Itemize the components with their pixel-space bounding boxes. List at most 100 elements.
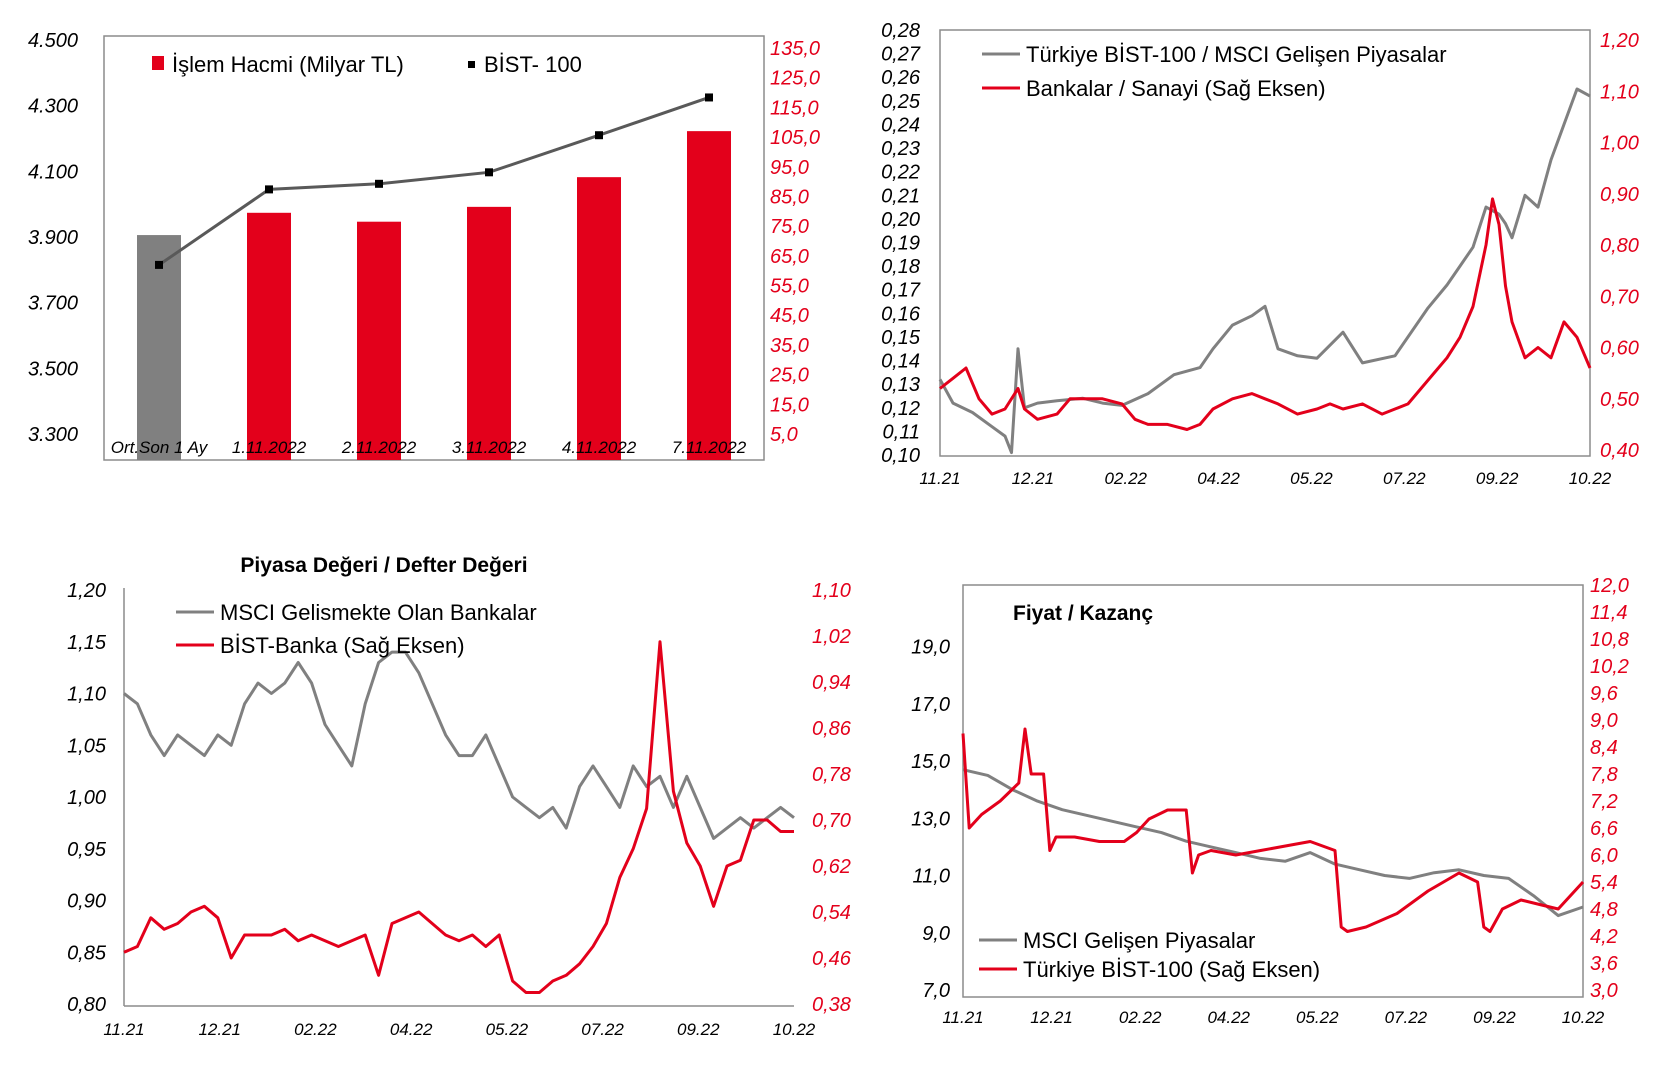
y2-tick-label: 7,8	[1590, 764, 1618, 786]
y2-tick-label: 3,6	[1590, 953, 1619, 975]
chart-pe-ratio: Fiyat / Kazanç 19,0 17,0 15,0 13,0 11,0 9,0 7,…	[911, 575, 1629, 1027]
line-marker	[485, 168, 493, 177]
line-marker	[155, 260, 163, 269]
y-tick-label: 0,12	[881, 398, 920, 420]
x-tick-label: 11.21	[103, 1020, 144, 1039]
y-tick-label: 0,23	[881, 138, 920, 160]
y2-tick-label: 0,60	[1600, 338, 1639, 360]
y-tick-label: 15,0	[911, 751, 950, 773]
y2-tick-label: 1,10	[1600, 81, 1639, 103]
legend-label-red: Bankalar / Sanayi (Sağ Eksen)	[1026, 76, 1326, 101]
y2-tick-label: 0,70	[1600, 286, 1639, 308]
y2-tick-label: 0,70	[812, 810, 851, 832]
x-tick-label: 2.11.2022	[341, 438, 417, 457]
y-tick-label: 1,15	[67, 632, 107, 654]
y2-tick-label: 9,0	[1590, 710, 1618, 732]
x-tick-label: 4.11.2022	[562, 438, 637, 457]
bar	[357, 221, 401, 460]
x-tick-label: 1.11.2022	[232, 438, 307, 457]
y2-tick-label: 95,0	[770, 157, 809, 179]
x-tick-label: 10.22	[1569, 469, 1612, 488]
bars-group	[137, 131, 731, 460]
y-tick-label: 0,15	[881, 327, 921, 349]
y-tick-label: 11,0	[913, 866, 950, 888]
y-tick-label: 0,11	[883, 421, 920, 443]
y-tick-label: 1,10	[67, 684, 106, 706]
y2-tick-label: 5,0	[770, 424, 798, 446]
legend-label-bist: BİST- 100	[484, 52, 582, 77]
y2-tick-label: 115,0	[770, 97, 819, 119]
y-tick-label: 9,0	[922, 923, 950, 945]
x-tick-label: 07.22	[1383, 469, 1426, 488]
x-tick-label: 11.21	[942, 1008, 983, 1027]
y2-tick-label: 0,86	[812, 718, 852, 740]
x-tick-label: 12.21	[198, 1020, 241, 1039]
y-tick-label: 4.100	[28, 161, 78, 183]
y-tick-label: 3.900	[28, 227, 78, 249]
y2-tick-label: 35,0	[770, 335, 809, 357]
x-tick-label: 3.11.2022	[452, 438, 527, 457]
y-tick-label: 19,0	[911, 637, 950, 659]
y2-tick-label: 55,0	[770, 276, 809, 298]
y-tick-label: 1,20	[67, 580, 106, 602]
y-tick-label: 1,00	[67, 787, 106, 809]
x-tick-label: 7.11.2022	[672, 438, 747, 457]
chart-relative-performance: 0,280,270,260,250,240,230,220,210,200,19…	[881, 20, 1639, 488]
plot-area	[124, 588, 794, 1006]
y-tick-label: 0,25	[881, 91, 921, 113]
plot-area	[939, 29, 1591, 457]
y2-tick-label: 45,0	[770, 305, 809, 327]
x-tick-label: 12.21	[1030, 1008, 1073, 1027]
y-tick-label: 0,24	[881, 114, 920, 136]
y-tick-label: 3.300	[28, 424, 78, 446]
line-group	[155, 93, 713, 269]
legend: MSCI Gelişen Piyasalar Türkiye BİST-100 …	[979, 928, 1320, 982]
x-tick-label: 09.22	[1476, 469, 1519, 488]
y2-tick-label: 0,94	[812, 672, 851, 694]
y2-tick-label: 4,2	[1590, 926, 1618, 948]
y2-tick-label: 8,4	[1590, 737, 1618, 759]
y-tick-label: 7,0	[922, 980, 950, 1002]
x-axis: 11.21 12.21 02.22 04.22 05.22 07.22 09.22 10.22	[103, 1020, 815, 1039]
y-tick-label: 4.500	[28, 30, 78, 52]
y-axis-right: 12,0 11,4 10,8 10,2 9,6 9,0 8,4 7,8 7,2 6,6 6,0 5,4…	[1590, 575, 1629, 1002]
y-tick-label: 0,90	[67, 891, 106, 913]
y2-tick-label: 3,0	[1590, 980, 1618, 1002]
x-axis: 11.21 12.21 02.22 04.22 05.22 07.22 09.22 10.22	[919, 469, 1611, 488]
y-axis-left: 1,20 1,15 1,10 1,05 1,00 0,95 0,90 0,85 0,80	[67, 580, 107, 1016]
x-tick-label: 11.21	[919, 469, 960, 488]
y-tick-label: 0,20	[881, 209, 920, 231]
y-axis-left: 4.500 4.300 4.100 3.900 3.700 3.500 3.300	[28, 30, 78, 446]
chart-title: Piyasa Değeri / Defter Değeri	[240, 554, 527, 577]
series-group	[961, 727, 1585, 933]
y2-tick-label: 9,6	[1590, 683, 1619, 705]
y2-tick-label: 7,2	[1590, 791, 1618, 813]
y2-tick-label: 0,78	[812, 764, 851, 786]
x-tick-label: 04.22	[1207, 1008, 1250, 1027]
y-tick-label: 0,14	[881, 351, 920, 373]
y2-tick-label: 1,00	[1600, 133, 1639, 155]
x-tick-label: 04.22	[390, 1020, 433, 1039]
y2-tick-label: 15,0	[770, 394, 809, 416]
series-line-red	[961, 727, 1585, 933]
y-tick-label: 0,19	[881, 233, 920, 255]
y-tick-label: 0,16	[881, 303, 921, 325]
y-tick-label: 0,17	[881, 280, 921, 302]
x-tick-label: 09.22	[677, 1020, 720, 1039]
chart-volume-bist100: 4.500 4.300 4.100 3.900 3.700 3.500 3.300 135,…	[28, 30, 820, 461]
plot-area	[962, 584, 1584, 998]
y-tick-label: 1,05	[67, 735, 107, 757]
y2-tick-label: 10,2	[1590, 656, 1629, 678]
x-tick-label: 09.22	[1473, 1008, 1516, 1027]
y2-tick-label: 65,0	[770, 246, 809, 268]
y2-tick-label: 1,10	[812, 580, 851, 602]
y-axis-left: 19,0 17,0 15,0 13,0 11,0 9,0 7,0	[911, 637, 950, 1002]
series-group	[123, 640, 795, 994]
y2-tick-label: 105,0	[770, 127, 820, 149]
y2-tick-label: 85,0	[770, 186, 809, 208]
y-tick-label: 4.300	[28, 96, 78, 118]
y-tick-label: 0,80	[67, 994, 106, 1016]
legend: İşlem Hacmi (Milyar TL) BİST- 100	[152, 52, 582, 77]
